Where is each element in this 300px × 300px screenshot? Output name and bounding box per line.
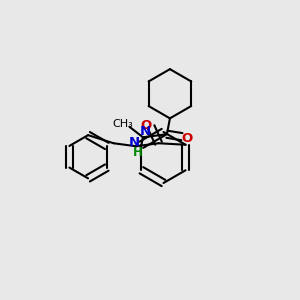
- Text: H: H: [133, 146, 142, 159]
- Text: N: N: [140, 125, 151, 138]
- Text: O: O: [140, 119, 151, 132]
- Text: CH₃: CH₃: [112, 119, 133, 129]
- Text: N: N: [129, 136, 140, 149]
- Text: O: O: [182, 132, 193, 145]
